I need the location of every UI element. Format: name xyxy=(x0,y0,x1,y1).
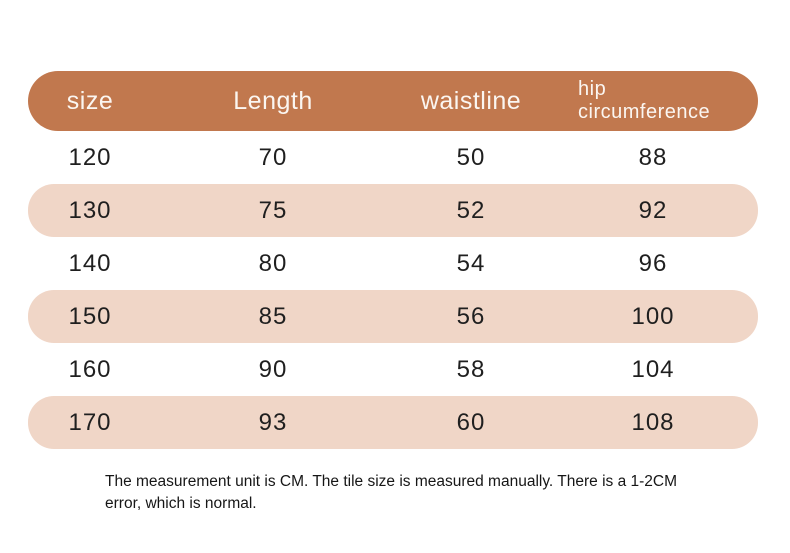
cell-hip: 104 xyxy=(631,355,675,383)
cell-waistline: 54 xyxy=(456,249,486,277)
column-header-hip-circumference-label: hip circumference xyxy=(578,78,711,123)
cell-size: 150 xyxy=(68,302,112,330)
column-header-hip-circumference: hip circumference xyxy=(548,78,758,124)
cell-hip: 92 xyxy=(638,196,668,224)
column-header-size: size xyxy=(66,86,114,115)
table-row: 170 93 60 108 xyxy=(28,396,758,449)
column-header-waistline: waistline xyxy=(420,86,522,115)
cell-waistline: 50 xyxy=(456,143,486,171)
cell-waistline: 52 xyxy=(456,196,486,224)
table-row: 160 90 58 104 xyxy=(28,343,758,396)
cell-length: 93 xyxy=(258,408,288,436)
cell-length: 70 xyxy=(258,143,288,171)
cell-length: 85 xyxy=(258,302,288,330)
cell-size: 120 xyxy=(68,143,112,171)
measurement-note: The measurement unit is CM. The tile siz… xyxy=(105,473,678,513)
column-header-length: Length xyxy=(233,86,313,115)
cell-hip: 108 xyxy=(631,408,675,436)
cell-size: 140 xyxy=(68,249,112,277)
cell-hip: 88 xyxy=(638,143,668,171)
table-row: 130 75 52 92 xyxy=(28,184,758,237)
cell-size: 170 xyxy=(68,408,112,436)
cell-waistline: 58 xyxy=(456,355,486,383)
cell-waistline: 56 xyxy=(456,302,486,330)
table-row: 120 70 50 88 xyxy=(28,131,758,184)
table-row: 140 80 54 96 xyxy=(28,237,758,290)
cell-length: 90 xyxy=(258,355,288,383)
cell-size: 130 xyxy=(68,196,112,224)
cell-length: 80 xyxy=(258,249,288,277)
cell-length: 75 xyxy=(258,196,288,224)
cell-hip: 100 xyxy=(631,302,675,330)
table-row: 150 85 56 100 xyxy=(28,290,758,343)
size-chart-table: size Length waistline hip circumference … xyxy=(28,71,758,449)
cell-hip: 96 xyxy=(638,249,668,277)
table-header-row: size Length waistline hip circumference xyxy=(28,71,758,131)
cell-size: 160 xyxy=(68,355,112,383)
cell-waistline: 60 xyxy=(456,408,486,436)
